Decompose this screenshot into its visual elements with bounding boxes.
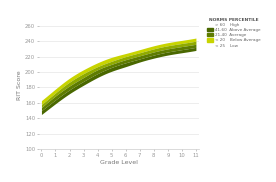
Legend: > 60    High, 41-60  Above Average, 21-40  Average, < 20    Below Average, < 25 : > 60 High, 41-60 Above Average, 21-40 Av… [207, 17, 261, 48]
X-axis label: Grade Level: Grade Level [100, 161, 138, 165]
Y-axis label: RIT Score: RIT Score [17, 71, 22, 100]
